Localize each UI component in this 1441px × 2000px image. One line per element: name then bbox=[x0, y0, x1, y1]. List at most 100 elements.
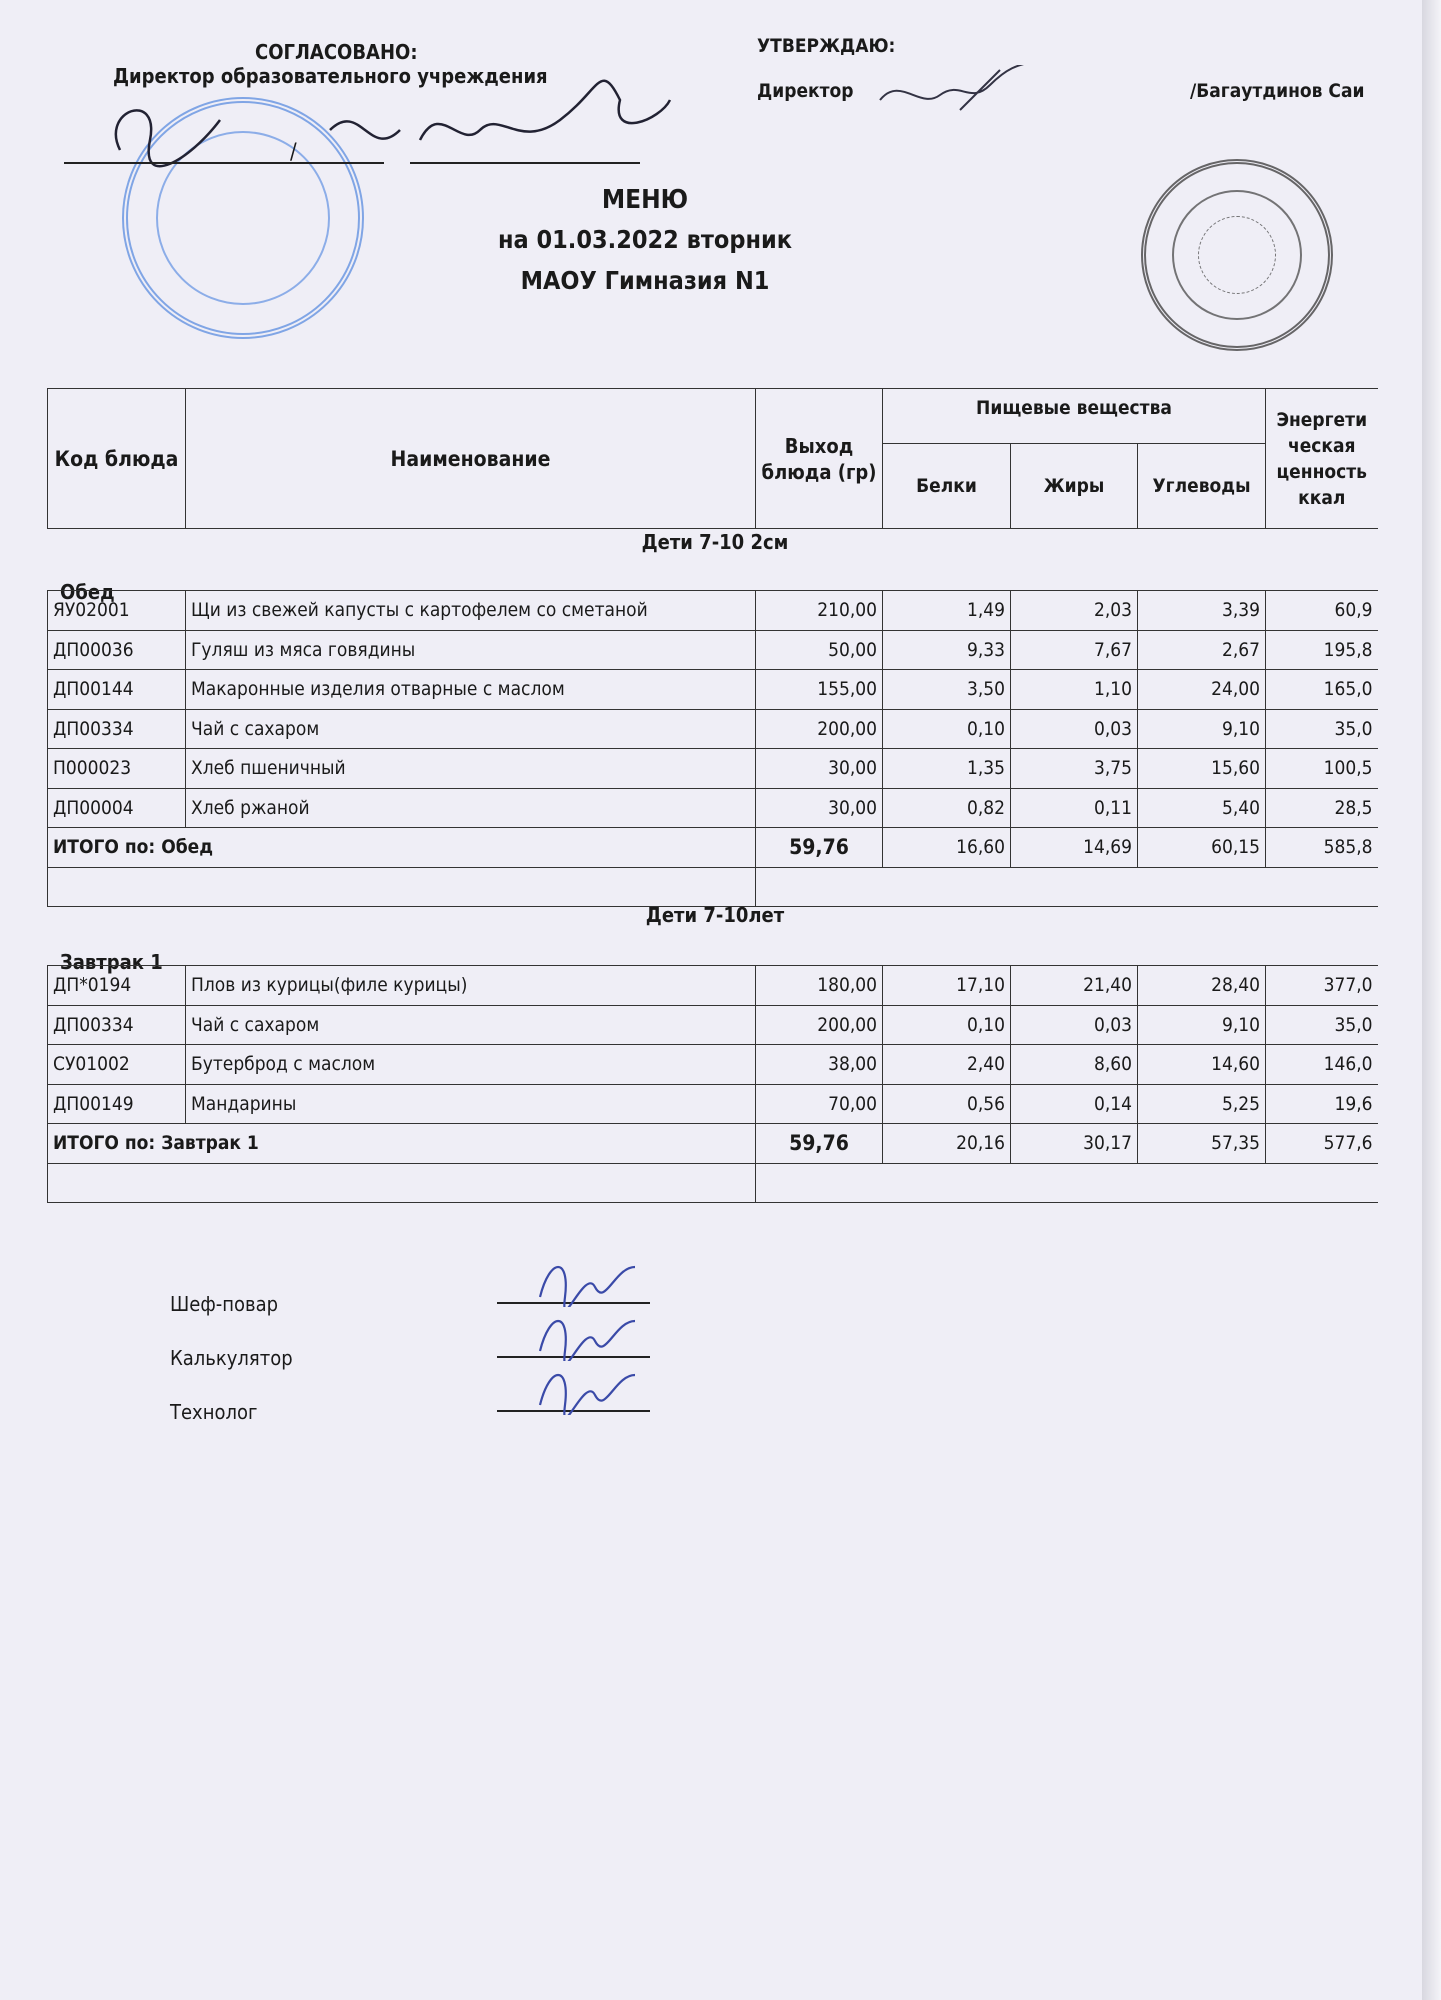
menu-table-header: Код блюда Наименование Выход блюда (гр) … bbox=[47, 388, 1378, 529]
table-row: ДП00036 Гуляш из мяса говядины 50,00 9,33 7,… bbox=[47, 629, 1378, 670]
header-name: Наименование bbox=[185, 388, 756, 529]
signature-line bbox=[497, 1410, 650, 1412]
signature-line bbox=[497, 1356, 650, 1358]
total-cell: 20,16 bbox=[882, 1123, 1011, 1164]
table-row: ДП00149 Мандарины 70,00 0,56 0,14 5,25 19,6 bbox=[47, 1083, 1378, 1124]
cell: 210,00 bbox=[755, 590, 883, 631]
header-carbs: Углеводы bbox=[1137, 443, 1266, 529]
total-cell: 14,69 bbox=[1010, 827, 1138, 868]
cell: 165,0 bbox=[1265, 669, 1378, 710]
cell: 146,0 bbox=[1265, 1044, 1378, 1085]
signature-line-left-2 bbox=[410, 162, 640, 164]
empty-row bbox=[47, 1162, 1378, 1203]
signature bbox=[538, 1265, 636, 1307]
cell: 5,25 bbox=[1137, 1083, 1266, 1124]
approved-left-title: СОГЛАСОВАНО: bbox=[255, 40, 418, 64]
cell: ДП00036 bbox=[47, 629, 186, 670]
total-cell: 59,76 bbox=[755, 1123, 883, 1164]
header-output: Выход блюда (гр) bbox=[755, 388, 883, 529]
cell: ДП00149 bbox=[47, 1083, 186, 1124]
cell: Макаронные изделия отварные с маслом bbox=[185, 669, 756, 710]
empty-row bbox=[47, 866, 1378, 907]
approved-right-position: Директор bbox=[757, 80, 854, 102]
director-name: /Багаутдинов Саи bbox=[1190, 80, 1365, 102]
header-code: Код блюда bbox=[47, 388, 186, 529]
approved-right-title: УТВЕРЖДАЮ: bbox=[757, 35, 896, 57]
total-label: ИТОГО по: Завтрак 1 bbox=[47, 1123, 756, 1164]
table-row: ДП00004 Хлеб ржаной 30,00 0,82 0,11 5,40 28,5 bbox=[47, 787, 1378, 828]
cell: 9,10 bbox=[1137, 708, 1266, 749]
cell: 0,11 bbox=[1010, 787, 1138, 828]
cell: ДП00334 bbox=[47, 708, 186, 749]
cell: 0,03 bbox=[1010, 1004, 1138, 1045]
cell: 60,9 bbox=[1265, 590, 1378, 631]
approved-left-position: Директор образовательного учреждения bbox=[113, 64, 548, 88]
total-row: ИТОГО по: Обед 59,76 16,60 14,69 60,15 585,8 bbox=[47, 827, 1378, 868]
header-fats: Жиры bbox=[1010, 443, 1138, 529]
cell: П000023 bbox=[47, 748, 186, 789]
cell: 30,00 bbox=[755, 787, 883, 828]
cell: Хлеб пшеничный bbox=[185, 748, 756, 789]
cell: 21,40 bbox=[1010, 965, 1138, 1006]
cell: 70,00 bbox=[755, 1083, 883, 1124]
total-cell: 16,60 bbox=[882, 827, 1011, 868]
page-edge bbox=[1422, 0, 1441, 2000]
table-row: ДП00334 Чай с сахаром 200,00 0,10 0,03 9,10 35… bbox=[47, 708, 1378, 749]
cell: 155,00 bbox=[755, 669, 883, 710]
cell: 5,40 bbox=[1137, 787, 1266, 828]
cell: 9,10 bbox=[1137, 1004, 1266, 1045]
header-nutrients: Пищевые вещества bbox=[882, 388, 1266, 444]
cell: 35,0 bbox=[1265, 1004, 1378, 1045]
total-cell: 577,6 bbox=[1265, 1123, 1378, 1164]
signature bbox=[538, 1319, 636, 1361]
school-stamp-blue bbox=[122, 97, 364, 339]
school-name: МАОУ Гимназия N1 bbox=[520, 266, 770, 295]
total-cell: 60,15 bbox=[1137, 827, 1266, 868]
group-title: Дети 7-10 2см bbox=[641, 530, 789, 554]
menu-table-section: ДП*0194 Плов из курицы(филе курицы) 180,00… bbox=[47, 965, 1378, 1203]
cell: 1,35 bbox=[882, 748, 1011, 789]
cell: Чай с сахаром bbox=[185, 708, 756, 749]
cell: Плов из курицы(филе курицы) bbox=[185, 965, 756, 1006]
cell: 200,00 bbox=[755, 1004, 883, 1045]
cell: 50,00 bbox=[755, 629, 883, 670]
signature-left bbox=[114, 79, 672, 168]
total-cell: 59,76 bbox=[755, 827, 883, 868]
table-row: ДП00144 Макаронные изделия отварные с мас… bbox=[47, 669, 1378, 710]
cell: 17,10 bbox=[882, 965, 1011, 1006]
cell: ДП00334 bbox=[47, 1004, 186, 1045]
signature-line bbox=[497, 1302, 650, 1304]
table-row: ЯУ02001 Щи из свежей капусты с картофелем… bbox=[47, 590, 1378, 631]
cell: 7,67 bbox=[1010, 629, 1138, 670]
cell: 0,14 bbox=[1010, 1083, 1138, 1124]
header-proteins: Белки bbox=[882, 443, 1011, 529]
group-title: Дети 7-10лет bbox=[645, 903, 785, 927]
official-stamp-black bbox=[1141, 159, 1333, 351]
cell: Щи из свежей капусты с картофелем со сме… bbox=[185, 590, 756, 631]
cell: 3,39 bbox=[1137, 590, 1266, 631]
cell: 0,10 bbox=[882, 708, 1011, 749]
cell: ДП*0194 bbox=[47, 965, 186, 1006]
cell: 24,00 bbox=[1137, 669, 1266, 710]
cell: 9,33 bbox=[882, 629, 1011, 670]
cell: 195,8 bbox=[1265, 629, 1378, 670]
total-row: ИТОГО по: Завтрак 1 59,76 20,16 30,17 57,35 5… bbox=[47, 1123, 1378, 1164]
table-row: ДП*0194 Плов из курицы(филе курицы) 180,00… bbox=[47, 965, 1378, 1006]
cell: 2,40 bbox=[882, 1044, 1011, 1085]
signature-role: Технолог bbox=[170, 1400, 258, 1424]
menu-table-section: ЯУ02001 Щи из свежей капусты с картофелем… bbox=[47, 590, 1378, 907]
cell: 100,5 bbox=[1265, 748, 1378, 789]
cell: 3,75 bbox=[1010, 748, 1138, 789]
cell: 14,60 bbox=[1137, 1044, 1266, 1085]
cell: 377,0 bbox=[1265, 965, 1378, 1006]
cell: ДП00144 bbox=[47, 669, 186, 710]
cell: 30,00 bbox=[755, 748, 883, 789]
total-label: ИТОГО по: Обед bbox=[47, 827, 756, 868]
cell: Бутерброд с маслом bbox=[185, 1044, 756, 1085]
cell: 15,60 bbox=[1137, 748, 1266, 789]
cell: 3,50 bbox=[882, 669, 1011, 710]
cell: 0,10 bbox=[882, 1004, 1011, 1045]
cell: 0,03 bbox=[1010, 708, 1138, 749]
cell: 38,00 bbox=[755, 1044, 883, 1085]
total-cell: 57,35 bbox=[1137, 1123, 1266, 1164]
